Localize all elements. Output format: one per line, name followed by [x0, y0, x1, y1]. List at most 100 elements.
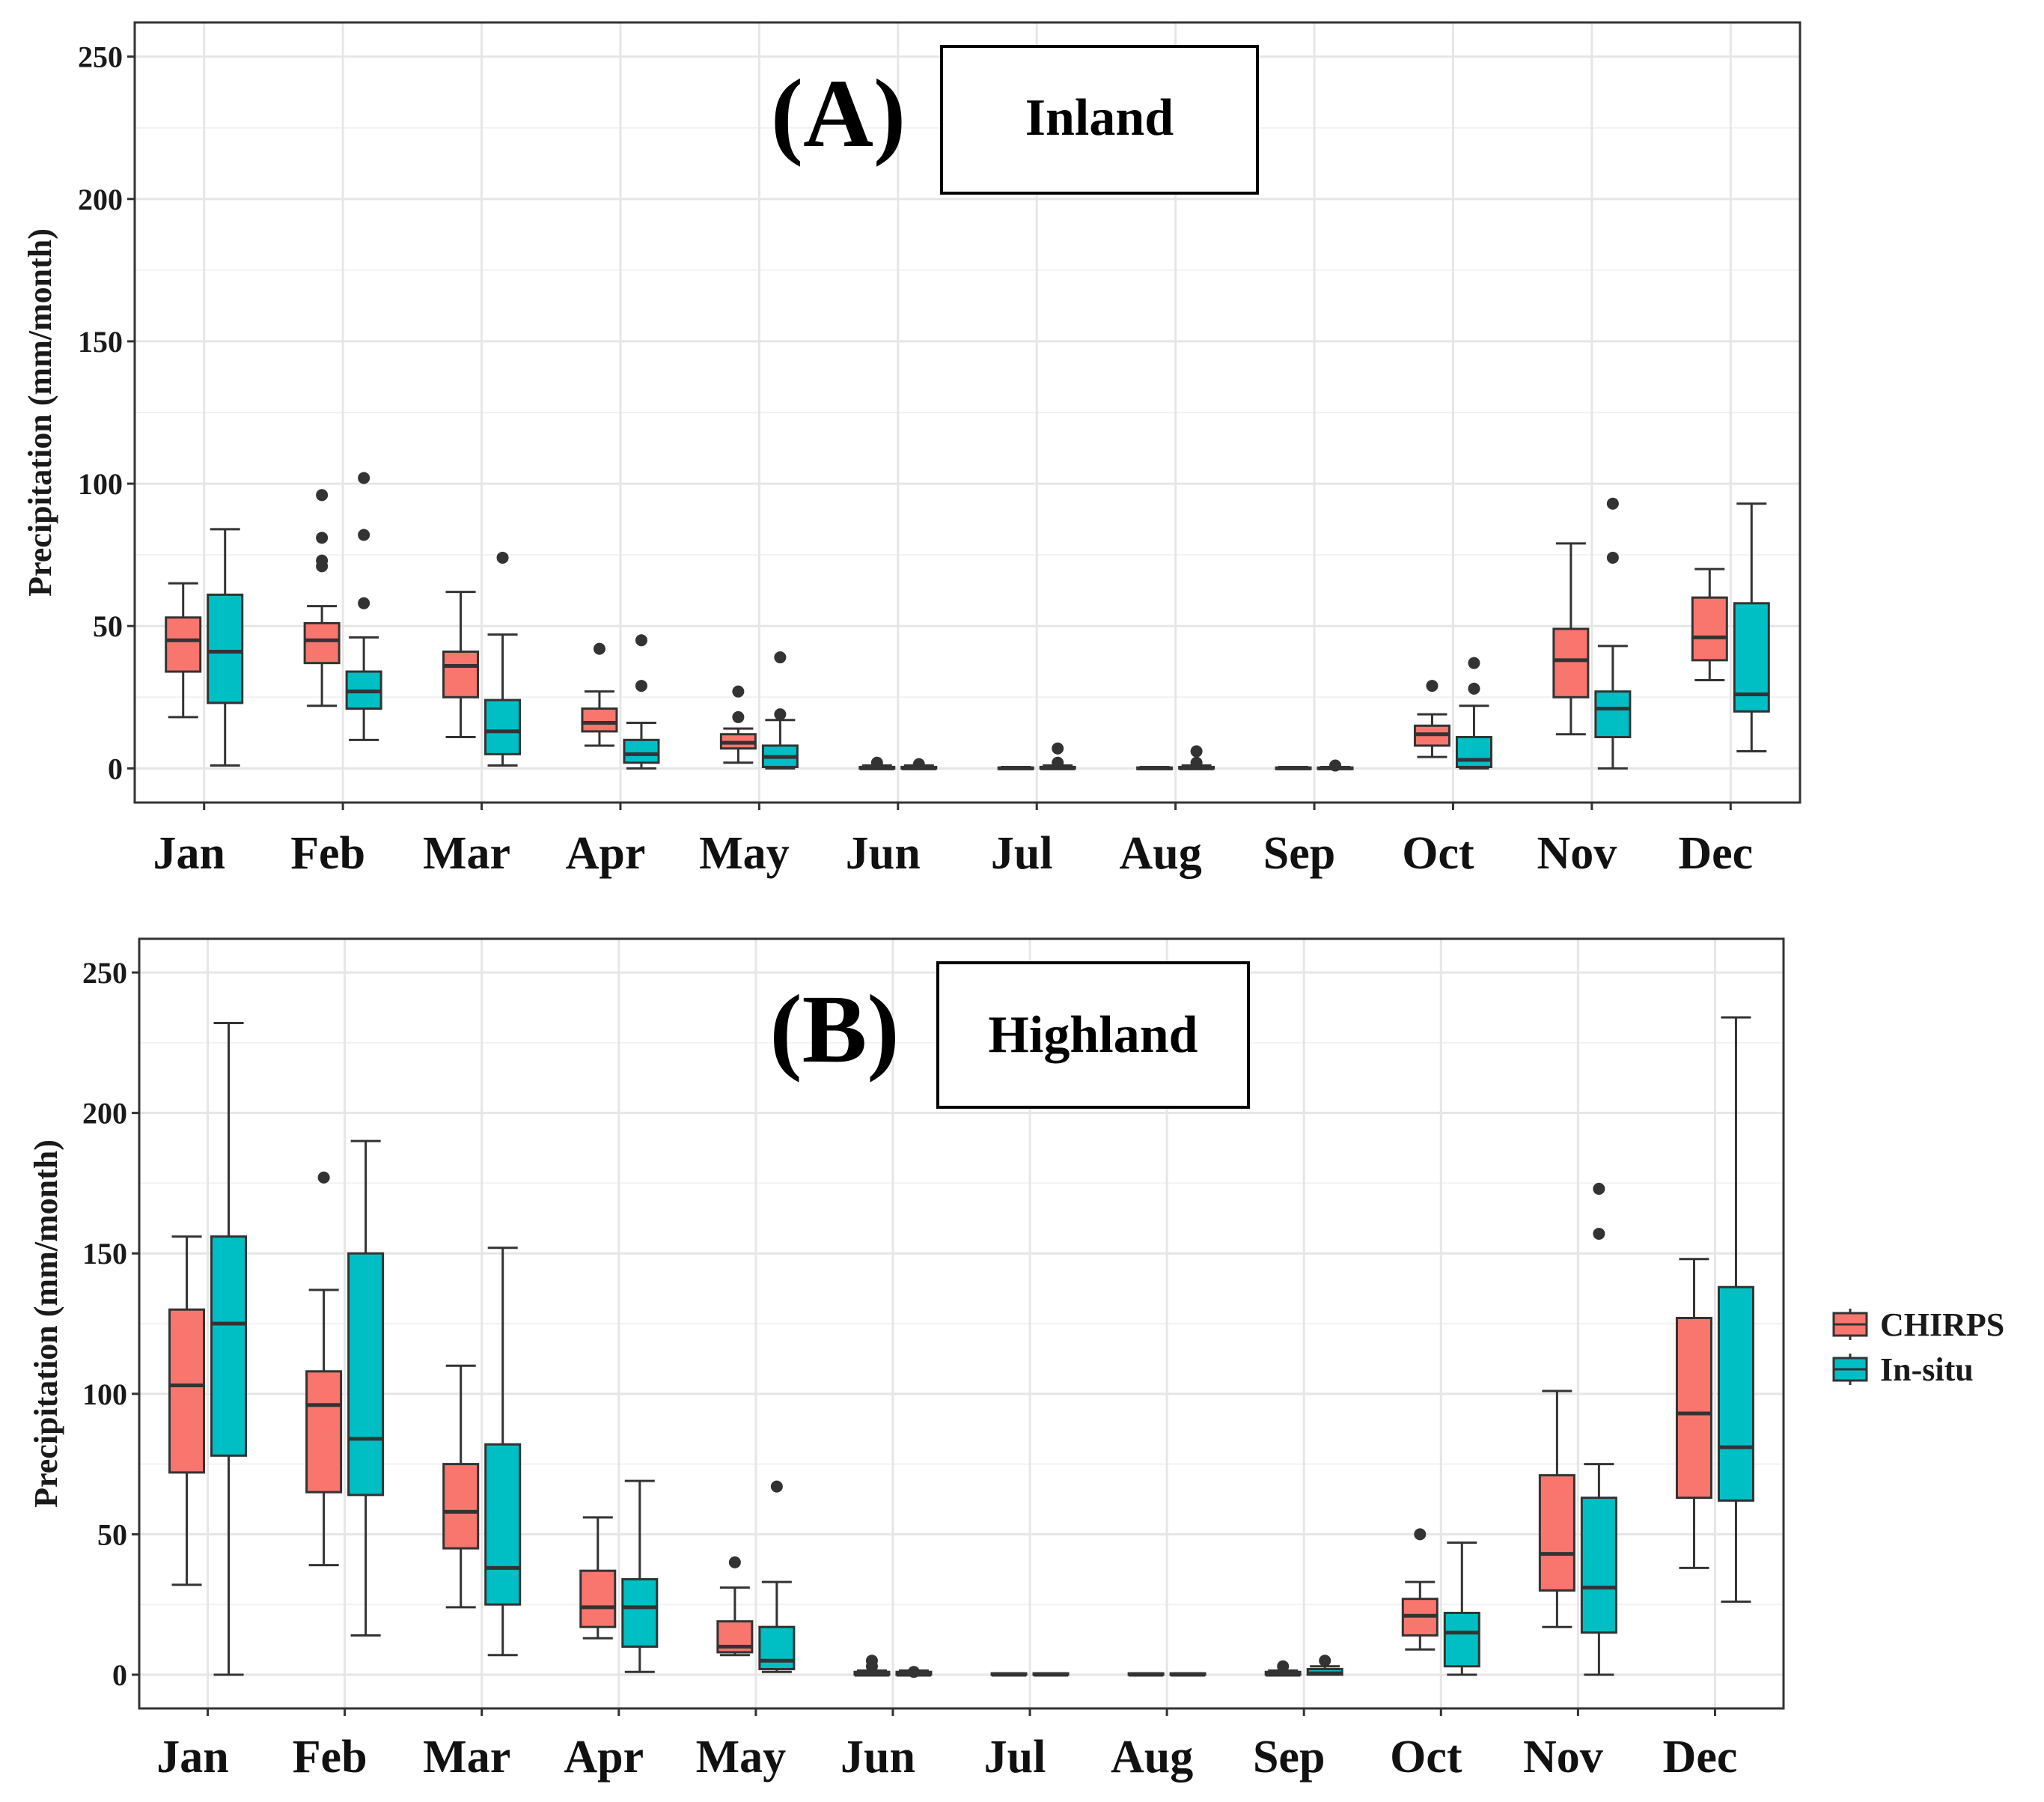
box-in-situ-mar — [484, 1247, 522, 1657]
x-tick-label: Jan — [156, 1732, 228, 1783]
box-in-situ-feb — [345, 472, 382, 741]
outlier-point — [732, 710, 745, 723]
box-chirps-mar — [442, 591, 480, 739]
x-tick-label: Nov — [1537, 828, 1617, 879]
panel-highland: 0 50 100 150 200 250 Jan Feb Mar Apr May Jun Jul Aug… — [28, 937, 1785, 1783]
y-tick-label: 100 — [78, 467, 123, 501]
outlier-point — [1593, 1182, 1605, 1195]
outlier-point — [1606, 497, 1619, 510]
legend-item-in-situ: In-situ — [1832, 1351, 1974, 1388]
x-tick-label: Jul — [984, 1732, 1046, 1783]
outlier-point — [593, 642, 605, 655]
outlier-point — [774, 708, 787, 721]
x-tick-label: Aug — [1111, 1732, 1193, 1783]
outlier-point — [870, 756, 883, 769]
box-in-situ-apr — [623, 634, 660, 770]
outlier-point — [1052, 756, 1064, 769]
outlier-point — [1329, 759, 1342, 772]
box-in-situ-jul — [1039, 742, 1076, 770]
outlier-point — [316, 489, 329, 502]
outlier-point — [316, 532, 329, 544]
box-in-situ-jun — [895, 1666, 933, 1678]
x-tick-label: Sep — [1253, 1732, 1325, 1783]
outlier-point — [1468, 657, 1480, 669]
box-iqr — [168, 1308, 206, 1474]
outlier-point — [317, 1171, 330, 1184]
outlier-point — [912, 758, 925, 770]
outlier-point — [774, 651, 787, 664]
box-iqr — [1443, 1611, 1480, 1668]
box-in-situ-jun — [900, 758, 938, 770]
box-iqr — [207, 593, 244, 704]
legend-label-chirps: CHIRPS — [1880, 1306, 2004, 1343]
x-tick-label: Dec — [1678, 828, 1753, 879]
box-chirps-apr — [579, 1516, 617, 1640]
box-chirps-feb — [305, 1171, 343, 1567]
x-tick-label: Jun — [846, 828, 921, 879]
box-iqr — [758, 1625, 796, 1670]
box-in-situ-jul — [1032, 1672, 1070, 1677]
plot-frame-highland — [138, 937, 1785, 1710]
box-iqr — [165, 616, 202, 673]
outlier-point — [1593, 1227, 1605, 1240]
outlier-point — [1426, 680, 1439, 693]
box-iqr — [1717, 1285, 1754, 1502]
boxes-highland — [168, 1016, 1754, 1678]
x-tick-label: Feb — [293, 1732, 367, 1783]
box-in-situ-aug — [1169, 1672, 1206, 1677]
x-tick-label: Apr — [566, 828, 646, 879]
outlier-point — [1468, 682, 1480, 695]
outlier-point — [728, 1556, 741, 1568]
box-in-situ-oct — [1443, 1541, 1480, 1676]
box-iqr — [1552, 627, 1590, 698]
box-chirps-jan — [165, 582, 202, 719]
box-in-situ-jan — [207, 528, 244, 767]
legend-label-in-situ: In-situ — [1880, 1351, 1974, 1388]
x-tick-label: Apr — [564, 1732, 644, 1783]
box-in-situ-apr — [621, 1479, 659, 1673]
y-axis-label-highland: Precipitation (mm/month) — [28, 1139, 64, 1508]
outlier-point — [358, 529, 370, 541]
box-iqr — [579, 1569, 617, 1628]
x-tick-label: Sep — [1263, 828, 1335, 879]
legend: CHIRPS In-situ — [1832, 1306, 2004, 1388]
box-chirps-jul — [990, 1672, 1028, 1677]
panel-label-b: (B) — [769, 975, 899, 1083]
grid-inland — [135, 22, 1800, 803]
y-tick-label: 250 — [78, 40, 123, 74]
box-iqr — [347, 1252, 385, 1497]
y-tick-label: 100 — [82, 1378, 127, 1411]
box-in-situ-sep — [1317, 759, 1354, 772]
box-iqr — [210, 1235, 248, 1457]
outlier-point — [1277, 1660, 1290, 1672]
box-iqr — [303, 621, 341, 665]
box-in-situ-dec — [1717, 1016, 1754, 1603]
box-chirps-apr — [581, 642, 618, 747]
y-axis-highland: 0 50 100 150 200 250 — [82, 956, 139, 1692]
box-chirps-may — [719, 685, 757, 764]
y-tick-label: 50 — [97, 1518, 127, 1551]
box-chirps-jun — [853, 1655, 891, 1677]
box-iqr — [305, 1370, 343, 1494]
box-iqr — [484, 698, 522, 755]
outlier-point — [358, 472, 370, 484]
x-axis-highland: Jan Feb Mar Apr May Jun Jul Aug Sep Oct Nov Dec — [156, 1708, 1737, 1783]
outlier-point — [635, 680, 647, 693]
box-chirps-dec — [1675, 1258, 1712, 1569]
legend-item-chirps: CHIRPS — [1832, 1306, 2004, 1343]
box-in-situ-oct — [1455, 657, 1492, 770]
box-iqr — [623, 738, 660, 764]
y-tick-label: 150 — [82, 1237, 127, 1270]
outlier-point — [732, 685, 745, 698]
y-tick-label: 0 — [112, 1658, 127, 1692]
box-chirps-oct — [1413, 680, 1450, 758]
box-in-situ-may — [761, 651, 799, 770]
x-axis-inland: Jan Feb Mar Apr May Jun Jul Aug Sep Oct Nov Dec — [153, 803, 1753, 879]
box-in-situ-jan — [210, 1022, 248, 1676]
x-tick-label: Nov — [1523, 1732, 1603, 1783]
panel-title-highland: Highland — [988, 1006, 1198, 1064]
box-iqr — [1580, 1497, 1617, 1634]
title-box-inland — [940, 45, 1259, 195]
panel-label-a: (A) — [771, 60, 906, 168]
box-chirps-nov — [1552, 542, 1590, 736]
